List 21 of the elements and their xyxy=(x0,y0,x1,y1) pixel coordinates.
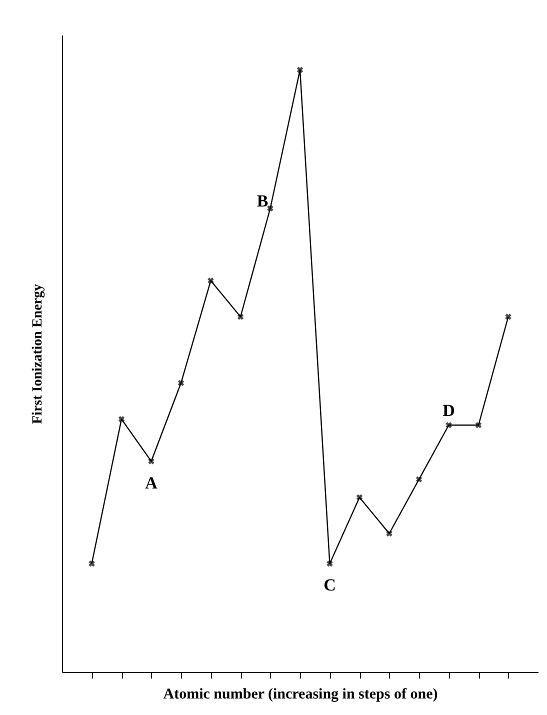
point xyxy=(356,494,363,501)
point xyxy=(267,205,274,212)
point xyxy=(416,476,422,482)
point xyxy=(208,278,214,284)
annotation: A xyxy=(145,473,158,492)
point xyxy=(475,422,482,428)
point xyxy=(326,560,333,567)
x-axis-title: Atomic number (increasing in steps of one) xyxy=(163,686,438,702)
point xyxy=(148,458,154,464)
annotation: B xyxy=(256,191,268,210)
point xyxy=(178,380,184,386)
point xyxy=(446,422,452,428)
annotation: C xyxy=(324,576,336,595)
point xyxy=(118,416,125,422)
y-axis-title: First Ionization Energy xyxy=(30,284,46,424)
point xyxy=(296,66,304,74)
point xyxy=(386,530,392,537)
point xyxy=(88,560,95,567)
point xyxy=(237,314,244,320)
annotation: D xyxy=(442,401,455,420)
point xyxy=(505,314,512,320)
